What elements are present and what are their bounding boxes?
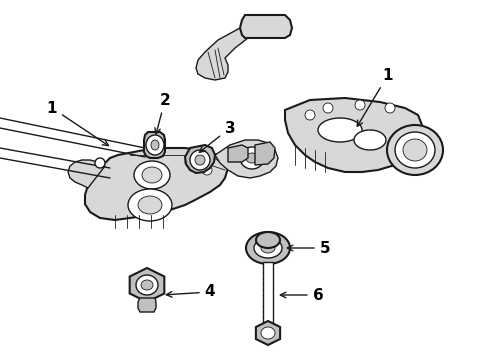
Ellipse shape bbox=[202, 165, 212, 175]
Ellipse shape bbox=[403, 139, 427, 161]
Text: 4: 4 bbox=[166, 284, 215, 300]
Ellipse shape bbox=[246, 232, 290, 264]
Polygon shape bbox=[138, 298, 156, 312]
Ellipse shape bbox=[146, 135, 164, 155]
Ellipse shape bbox=[395, 132, 435, 168]
Ellipse shape bbox=[195, 155, 205, 165]
Polygon shape bbox=[130, 268, 164, 302]
Ellipse shape bbox=[254, 238, 282, 258]
Ellipse shape bbox=[318, 118, 362, 142]
Polygon shape bbox=[68, 160, 105, 188]
Polygon shape bbox=[256, 321, 280, 345]
Ellipse shape bbox=[323, 103, 333, 113]
Ellipse shape bbox=[142, 167, 162, 183]
Ellipse shape bbox=[151, 140, 159, 150]
Ellipse shape bbox=[354, 130, 386, 150]
Polygon shape bbox=[196, 28, 285, 80]
Ellipse shape bbox=[385, 103, 395, 113]
Polygon shape bbox=[228, 145, 248, 162]
Ellipse shape bbox=[138, 196, 162, 214]
Polygon shape bbox=[263, 262, 273, 330]
Ellipse shape bbox=[246, 153, 258, 163]
Polygon shape bbox=[240, 15, 292, 38]
Ellipse shape bbox=[305, 110, 315, 120]
Ellipse shape bbox=[240, 147, 264, 169]
Polygon shape bbox=[185, 145, 215, 173]
Text: 3: 3 bbox=[199, 121, 235, 152]
Ellipse shape bbox=[387, 125, 443, 175]
Ellipse shape bbox=[128, 189, 172, 221]
Ellipse shape bbox=[134, 161, 170, 189]
Polygon shape bbox=[215, 140, 278, 178]
Text: 5: 5 bbox=[287, 240, 330, 256]
Text: 2: 2 bbox=[155, 93, 171, 134]
Text: 1: 1 bbox=[47, 100, 108, 145]
Ellipse shape bbox=[355, 100, 365, 110]
Ellipse shape bbox=[259, 21, 271, 33]
Ellipse shape bbox=[95, 158, 105, 168]
Ellipse shape bbox=[141, 280, 153, 290]
Ellipse shape bbox=[185, 157, 195, 167]
Ellipse shape bbox=[261, 327, 275, 339]
Ellipse shape bbox=[190, 150, 210, 170]
Polygon shape bbox=[285, 98, 422, 172]
Ellipse shape bbox=[266, 28, 274, 36]
Polygon shape bbox=[144, 132, 165, 158]
Ellipse shape bbox=[261, 243, 275, 253]
Polygon shape bbox=[85, 148, 228, 220]
Ellipse shape bbox=[256, 232, 280, 248]
Text: 6: 6 bbox=[280, 288, 323, 302]
Ellipse shape bbox=[136, 275, 158, 295]
Text: 1: 1 bbox=[357, 68, 393, 126]
Polygon shape bbox=[255, 142, 275, 165]
